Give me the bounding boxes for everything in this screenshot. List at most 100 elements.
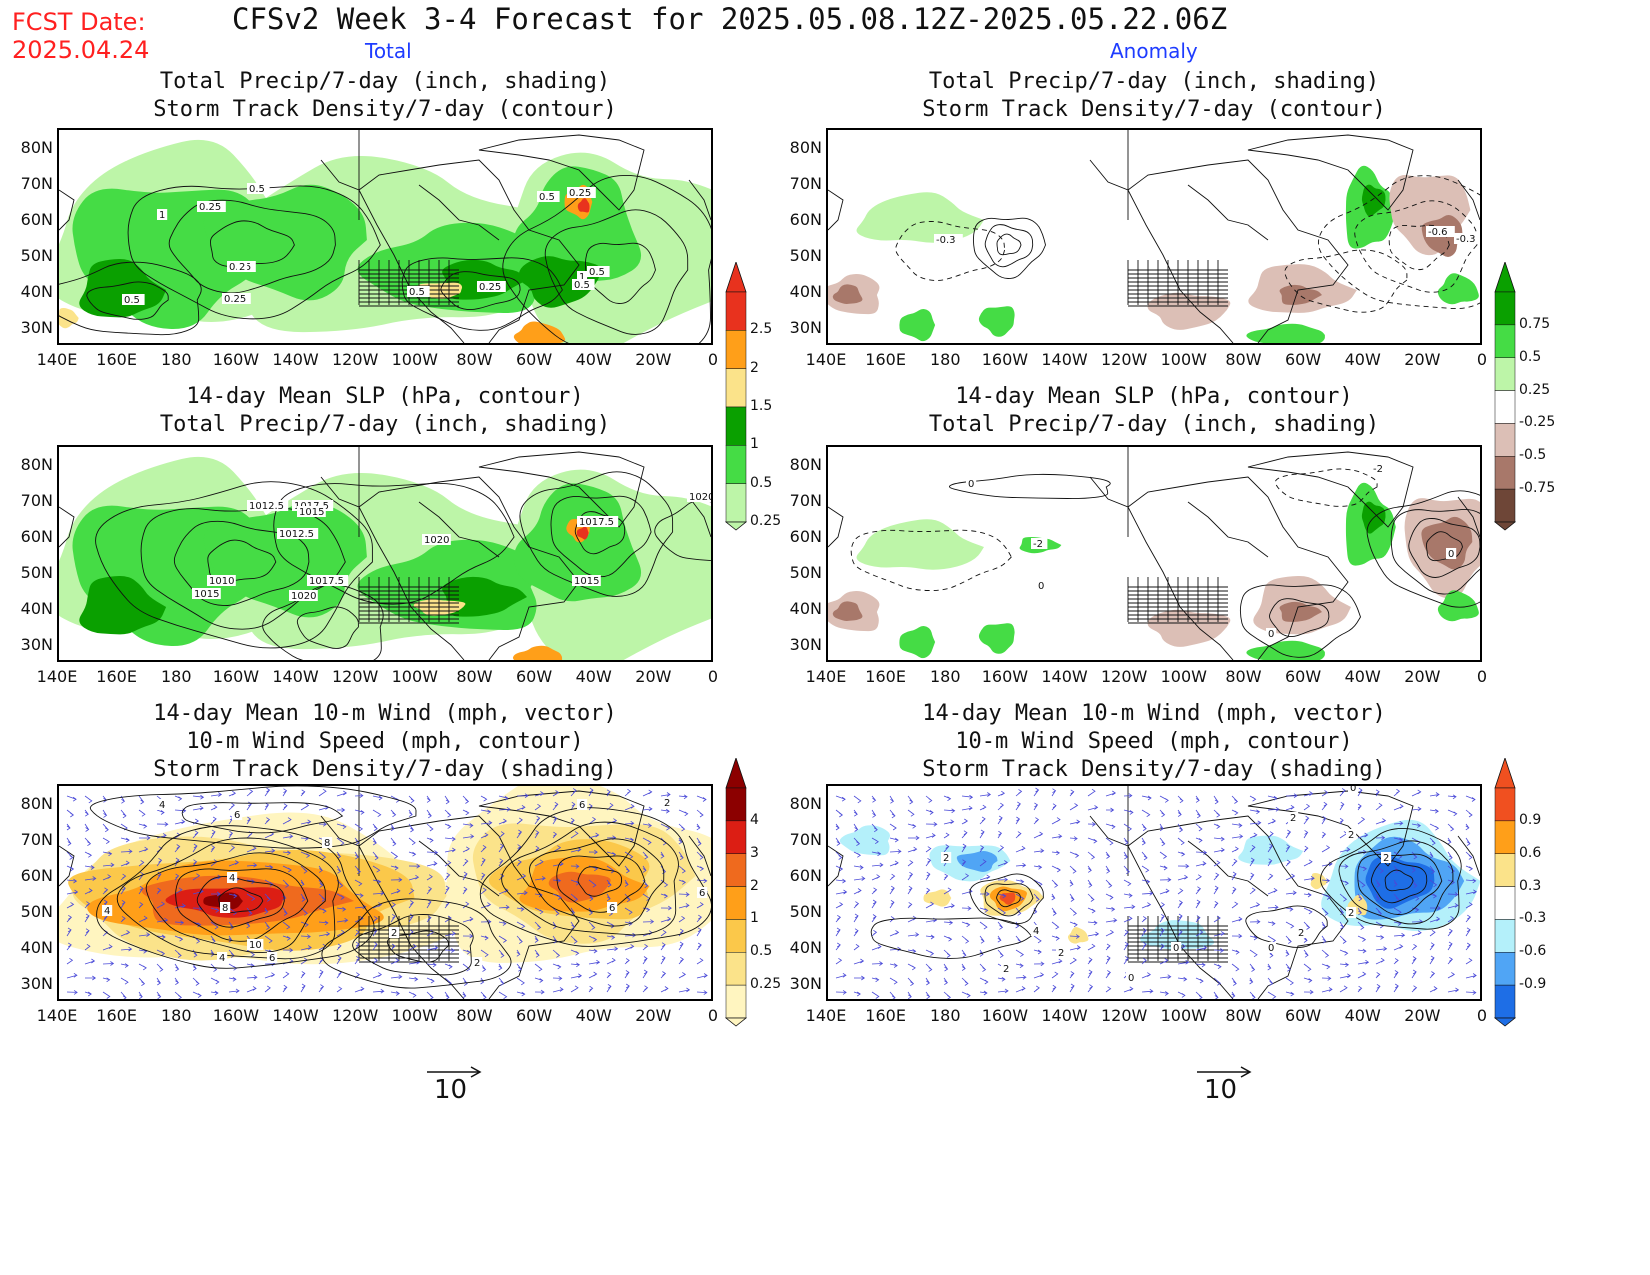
latitude-label: 70N [20,491,53,510]
slp-anom-contour-label: -2 [1373,464,1383,475]
longitude-label: 140E [36,667,78,686]
longitude-label: 180 [160,1006,192,1025]
slp-total-contour-label: 1012.5 [279,529,314,540]
wind-total-contour-label: 6 [269,953,275,964]
arrow-icon [427,1066,482,1078]
latitude-label: 30N [789,318,822,337]
slp-anom-contour-label: 0 [968,479,974,490]
slp-total-label-bg [277,528,319,539]
storm-total-label-bg [407,286,430,297]
longitude-label: 180 [929,350,961,369]
storm-total-color-step [725,984,747,1019]
wind-anom-contour-label: 0 [1128,973,1134,984]
wind-anom-contour-label: 2 [1003,964,1009,975]
longitude-label: 160W [212,1006,260,1025]
storm-anom-contour-label: -0.3 [1456,234,1476,245]
precip-anom-shading [1437,273,1479,305]
wind-speed-contour-line [479,807,711,947]
slp-anom-label-bg [1036,580,1047,591]
longitude-label: 60W [515,1006,553,1025]
longitude-label: 120W [1100,350,1148,369]
storm-anom-contour-line [1284,249,1408,313]
map-wind-storm-total: 4 6 8 4 8 10 6 4 2 6 2 6 4 2 6 [57,784,713,1001]
storm-total-contour-label: 0.5 [249,184,265,195]
precip-anom-shading [1246,640,1325,660]
storm-total-color-step [725,787,747,822]
precip-total-tick-label: 1 [750,436,759,453]
column-label-anomaly: Anomaly [1110,39,1198,63]
wind-anom-contour-label: 2 [1383,853,1389,864]
precip-anom-shading [856,519,984,570]
latitude-label: 70N [789,491,822,510]
latitude-label: 40N [20,282,53,301]
wind-anom-label-bg [1348,786,1359,793]
precip-anom-shading [1437,590,1479,622]
slp-anom-label-bg [1371,463,1388,474]
longitude-label: 80W [456,1006,493,1025]
wind-total-contour-label: 4 [219,953,225,964]
coastline [59,447,711,660]
panel-title-r1-right: Total Precip/7-day (inch, shading) Storm … [922,69,1386,122]
longitude-label: 140W [272,350,319,369]
precip-anom-shading [899,308,936,342]
panel-title-r3-left: 14-day Mean 10-m Wind (mph, vector) 10-m … [153,701,617,782]
precip-total-tick-label: 0.25 [750,513,782,529]
longitude-label: 140E [805,667,847,686]
slp-anom-contour-line [1274,468,1378,507]
precip-shading [513,321,566,343]
wind-total-contour-label: 4 [159,800,165,811]
precip-anom-tick-label: 0.5 [1519,348,1542,365]
slp-anom-contour-line [1408,518,1480,578]
wind-anom-contour-label: 2 [1290,813,1296,824]
longitude-label: 160E [865,667,906,686]
longitude-label: 20W [1404,350,1441,369]
wind-reference-vector-left [425,1064,485,1104]
colorbar-precip-total: 2.5 2 1.5 1 0.5 0.25 [724,260,784,532]
longitude-label: 0 [1476,667,1488,686]
longitude-label: 160E [96,350,137,369]
slp-total-label-bg [289,590,318,601]
slp-anom-contour-line [1239,584,1361,658]
slp-anom-label-bg [1031,538,1048,549]
wind-anom-contour-line [1370,860,1428,904]
latitude-label: 30N [20,318,53,337]
wind-anom-contour-line [984,883,1034,917]
storm-anom-tick-label: 0.9 [1519,811,1542,828]
wind-anom-contour-label: 2 [1348,830,1354,841]
latitude-label: 80N [20,794,53,813]
storm-contour-line [168,199,336,294]
storm-total-contour-label: 0.25 [479,282,501,293]
longitude-label: 180 [929,1006,961,1025]
longitude-label: 100W [1160,1006,1207,1025]
wind-anom-label-bg [1126,972,1137,983]
slp-anom-contour-label: -2 [1033,539,1043,550]
slp-total-contour-label: 1020 [291,591,316,602]
longitude-label: 100W [1160,350,1207,369]
storm-contour-line [210,220,295,267]
wind-total-contour-label: 10 [249,940,262,951]
slp-total-contour-label: 1015 [574,576,599,587]
wind-speed-contour-line [175,868,309,942]
map-slp-precip-anomaly: 0 -2 -2 0 0 0 [826,445,1482,662]
precip-anom-top-triangle [1494,260,1516,293]
storm-total-label-bg [237,261,248,272]
storm-total-label-bg [572,279,595,290]
map-precip-storm-anomaly: -0.3 -0.6 -0.3 [826,128,1482,345]
precip-anom-shading [1389,174,1471,256]
longitude-label: 160E [96,1006,137,1025]
storm-total-tick-label: 3 [750,844,759,861]
storm-total-label-bg [577,271,588,282]
slp-total-label-bg [687,491,711,502]
wind-anom-contour-line [996,889,1021,908]
latitude-label: 60N [20,527,53,546]
longitude-label: 140E [36,1006,78,1025]
wind-speed-contour-line [96,825,375,969]
wind-speed-contour-line [145,852,326,954]
storm-total-label-bg [587,266,610,277]
precip-total-color-step [725,483,747,523]
panel-title-r1-left: Total Precip/7-day (inch, shading) Storm … [153,69,617,122]
precip-anom-color-step [1494,324,1516,358]
storm-anom-tick-label: -0.3 [1519,910,1547,927]
slp-contour-line [519,471,674,597]
wind-speed-contour-line [116,837,339,960]
